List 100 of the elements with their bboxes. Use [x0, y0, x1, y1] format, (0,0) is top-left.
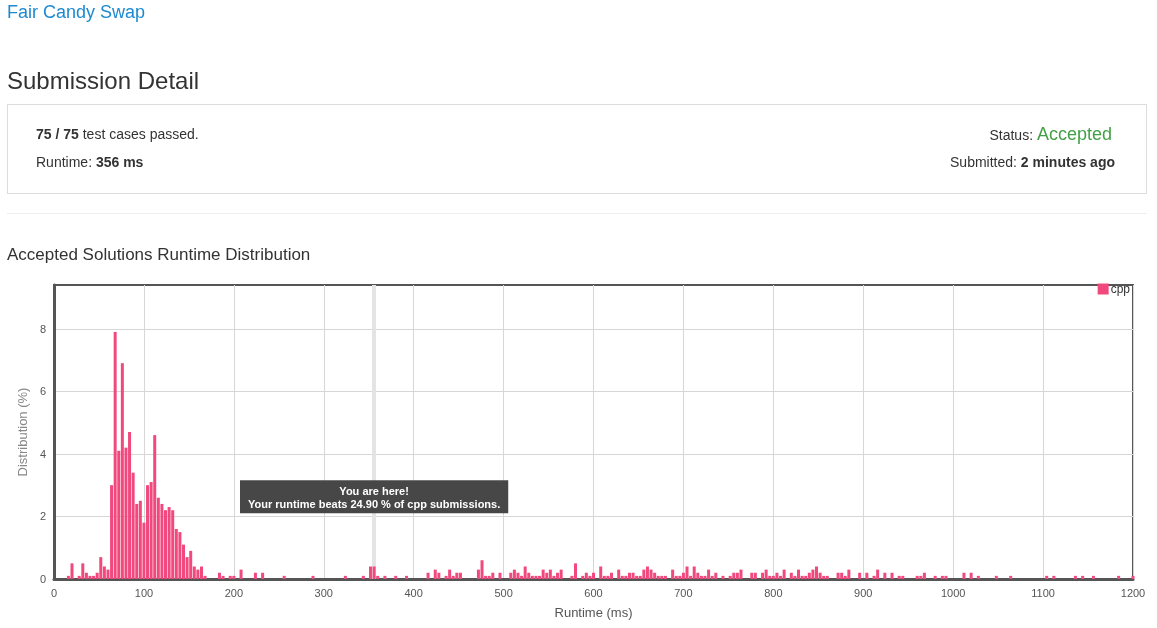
bar — [178, 532, 182, 579]
bar — [592, 572, 596, 579]
bar — [372, 566, 376, 579]
text: 75 / 75 — [36, 126, 79, 142]
bar — [822, 575, 826, 579]
bar — [120, 363, 124, 579]
bar — [771, 575, 775, 579]
bar — [840, 572, 844, 579]
bar — [815, 566, 818, 579]
bar — [548, 569, 552, 579]
bar — [890, 572, 894, 579]
x-tick-label: 200 — [224, 586, 244, 599]
text: Submitted: — [950, 154, 1017, 170]
bar — [228, 575, 232, 579]
bar — [707, 569, 711, 579]
bar — [804, 575, 808, 579]
bar — [735, 572, 739, 579]
bar — [627, 572, 631, 579]
bar — [221, 575, 225, 579]
bar — [1045, 575, 1049, 579]
bar — [512, 569, 516, 579]
bar — [825, 575, 829, 579]
bar — [239, 569, 243, 579]
bar — [642, 569, 646, 579]
bar — [656, 575, 660, 579]
bar — [807, 572, 811, 579]
bar — [70, 563, 74, 579]
bar — [922, 572, 926, 579]
bar — [789, 572, 793, 579]
bar — [530, 575, 534, 579]
y-tick-label: 2 — [39, 510, 47, 523]
x-tick-label: 1100 — [1031, 586, 1055, 599]
bar — [944, 575, 948, 579]
bar — [153, 435, 157, 579]
bar — [994, 575, 998, 579]
bar — [394, 575, 398, 579]
x-tick-label: 600 — [584, 586, 603, 599]
bar — [671, 569, 675, 579]
bar — [261, 572, 265, 579]
bar — [217, 572, 221, 579]
bar — [556, 572, 560, 579]
bar — [588, 575, 592, 579]
bar — [692, 566, 696, 579]
bar — [836, 572, 840, 579]
bar — [311, 575, 315, 579]
bar — [584, 572, 588, 579]
bar — [81, 563, 85, 579]
bar — [876, 569, 880, 579]
text: Accepted — [1036, 124, 1112, 144]
text: Status: — [989, 127, 1034, 143]
bar — [498, 572, 502, 579]
bar — [437, 572, 441, 579]
bar — [448, 569, 452, 579]
bar — [901, 575, 905, 579]
bar — [383, 575, 387, 579]
bar — [167, 507, 171, 579]
bar — [189, 550, 193, 579]
bar — [1117, 575, 1121, 579]
bar — [523, 566, 527, 579]
x-axis-title: Runtime (ms) — [554, 605, 633, 620]
bar — [714, 572, 718, 579]
bar — [753, 572, 757, 579]
bar — [699, 575, 703, 579]
x-tick-label: 100 — [134, 586, 154, 599]
bar — [663, 575, 667, 579]
bar — [534, 575, 538, 579]
text: test cases passed. — [82, 126, 199, 142]
bar — [919, 575, 923, 579]
bar — [581, 575, 585, 579]
bar — [678, 575, 682, 579]
x-tick-label: 0 — [50, 586, 58, 599]
bar — [775, 572, 779, 579]
bar — [933, 575, 937, 579]
bar — [764, 569, 768, 579]
bar — [969, 572, 973, 579]
bar — [685, 566, 689, 579]
bar — [433, 569, 437, 579]
bar — [750, 572, 754, 579]
x-tick-label: 800 — [764, 586, 783, 599]
bar — [369, 566, 373, 579]
bar — [782, 569, 786, 579]
y-axis-title: Distribution (%) — [15, 387, 30, 477]
y-tick-label: 6 — [39, 385, 47, 398]
bar — [609, 572, 613, 579]
bar — [199, 566, 203, 579]
bar — [883, 572, 887, 579]
y-tick-label: 8 — [39, 322, 47, 335]
bar — [491, 572, 495, 579]
bar — [480, 560, 484, 579]
bar — [761, 572, 765, 579]
bar — [635, 575, 639, 579]
bar — [631, 572, 635, 579]
bar — [196, 569, 200, 579]
bar — [865, 572, 869, 579]
bar — [732, 572, 736, 579]
bar — [458, 572, 462, 579]
x-tick-label: 300 — [314, 586, 333, 599]
bar — [128, 432, 132, 579]
bar — [426, 572, 430, 579]
bar — [516, 572, 520, 579]
